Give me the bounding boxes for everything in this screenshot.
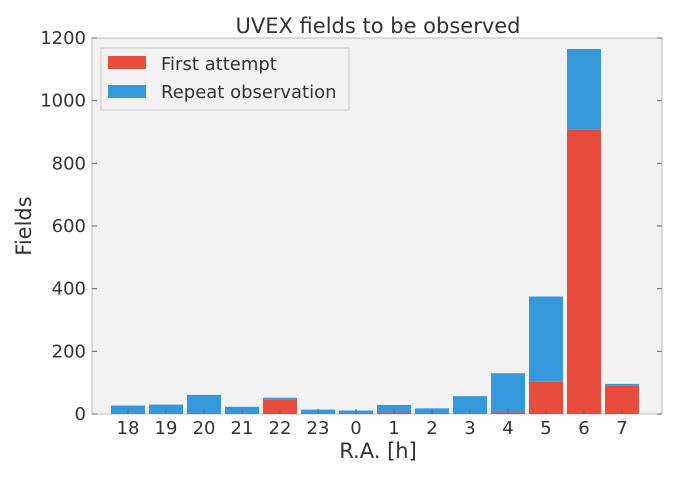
x-tick-label-21: 21 [231, 418, 254, 439]
x-tick-label-1: 1 [388, 418, 399, 439]
x-tick-label-19: 19 [155, 418, 178, 439]
bar-repeat-observation-22 [263, 397, 297, 400]
y-tick-label-800: 800 [52, 153, 86, 174]
chart-title: UVEX fields to be observed [235, 14, 520, 38]
x-tick-label-2: 2 [426, 418, 437, 439]
y-tick-label-200: 200 [52, 341, 86, 362]
legend-swatch-first-attempt [108, 56, 146, 69]
legend: First attempt Repeat observation [100, 47, 350, 111]
y-tick-label-0: 0 [75, 404, 86, 425]
y-tick-label-1000: 1000 [40, 91, 86, 112]
bar-repeat-observation-3 [453, 396, 487, 414]
legend-label-first-attempt: First attempt [161, 54, 277, 75]
bar-first-attempt-6 [567, 129, 601, 414]
legend-swatch-repeat-observation [108, 85, 146, 98]
x-tick-label-23: 23 [307, 418, 330, 439]
x-axis-ticks: 18 19 20 21 22 23 0 1 2 3 4 5 6 7 [117, 409, 628, 439]
y-tick-label-1200: 1200 [40, 28, 86, 49]
y-tick-label-400: 400 [52, 279, 86, 300]
x-axis-title: R.A. [h] [339, 439, 417, 463]
bar-repeat-observation-6 [567, 48, 601, 130]
x-tick-label-4: 4 [502, 418, 513, 439]
x-tick-label-22: 22 [269, 418, 292, 439]
y-axis-title: Fields [12, 196, 36, 255]
legend-label-repeat-observation: Repeat observation [161, 82, 337, 103]
bar-first-attempt-5 [529, 381, 563, 414]
bar-repeat-observation-4 [491, 373, 525, 413]
y-axis-ticks: 0 200 400 600 800 1000 1200 [40, 28, 662, 425]
bar-repeat-observation-1 [377, 404, 411, 413]
x-tick-label-5: 5 [540, 418, 551, 439]
bar-first-attempt-22 [263, 399, 297, 414]
x-tick-label-0: 0 [350, 418, 361, 439]
bar-repeat-observation-20 [187, 394, 221, 414]
x-tick-label-7: 7 [616, 418, 627, 439]
x-tick-label-20: 20 [193, 418, 216, 439]
y-tick-label-600: 600 [52, 216, 86, 237]
x-tick-label-6: 6 [578, 418, 589, 439]
x-tick-label-18: 18 [117, 418, 140, 439]
bar-repeat-observation-5 [529, 296, 563, 382]
x-tick-label-3: 3 [464, 418, 475, 439]
bar-repeat-observation-7 [605, 383, 639, 386]
